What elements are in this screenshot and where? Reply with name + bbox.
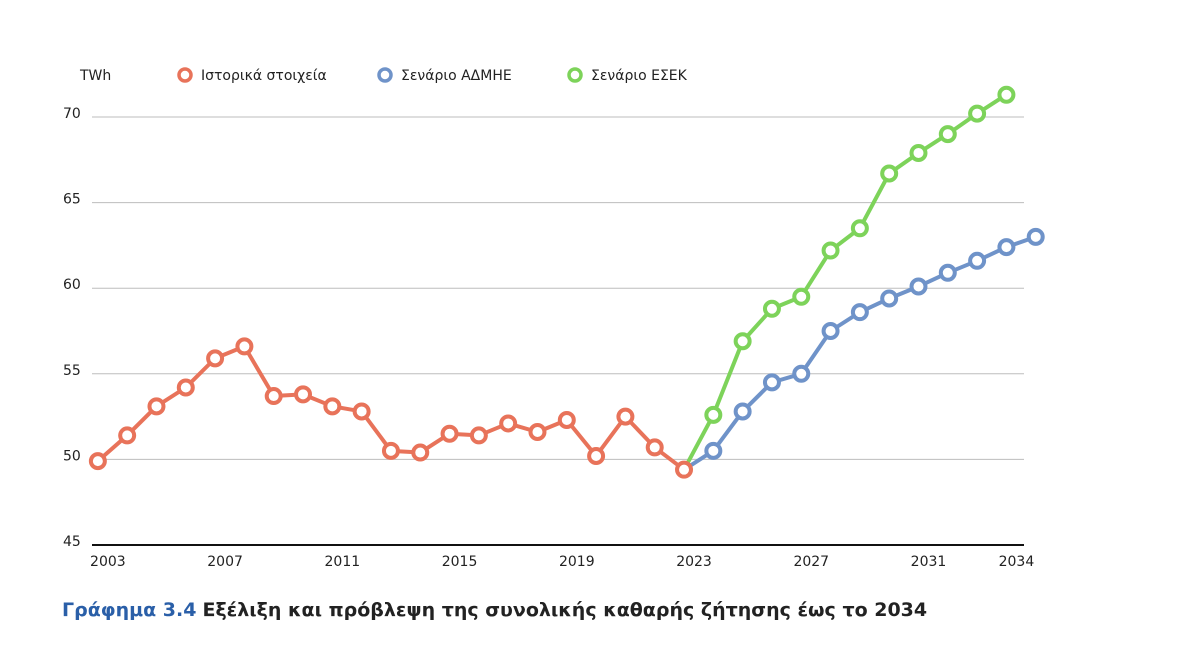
y-tick-label: 50 (63, 448, 81, 464)
data-point (440, 424, 459, 443)
x-tick-label: 2011 (325, 554, 361, 570)
data-point (850, 219, 869, 238)
x-tick-label: 2031 (911, 554, 947, 570)
data-point (469, 426, 488, 445)
x-tick-label: 2023 (676, 554, 712, 570)
legend-label: Ιστορικά στοιχεία (201, 68, 327, 84)
data-point (88, 452, 107, 471)
data-point (909, 277, 928, 296)
y-axis-label: TWh (79, 68, 111, 84)
data-point (762, 373, 781, 392)
data-point (235, 337, 254, 356)
data-point (821, 241, 840, 260)
data-point (997, 238, 1016, 257)
data-point (352, 402, 371, 421)
data-point (733, 332, 752, 351)
data-point (1026, 227, 1045, 246)
data-point (704, 441, 723, 460)
x-tick-label: 2003 (90, 554, 126, 570)
data-point (118, 426, 137, 445)
x-tick-label: 2015 (442, 554, 478, 570)
data-point (968, 104, 987, 123)
data-point (557, 411, 576, 430)
caption-label: Γράφημα 3.4 (62, 599, 196, 621)
data-point (997, 85, 1016, 104)
y-tick-label: 70 (63, 106, 81, 122)
data-point (147, 397, 166, 416)
data-point (909, 143, 928, 162)
data-point (675, 460, 694, 479)
data-point (792, 287, 811, 306)
legend-marker (567, 67, 583, 83)
data-point (264, 387, 283, 406)
data-point (323, 397, 342, 416)
data-point (938, 125, 957, 144)
data-point (733, 402, 752, 421)
x-tick-label: 2034 (999, 554, 1035, 570)
data-point (968, 251, 987, 270)
y-tick-label: 65 (63, 192, 81, 208)
series-line (682, 93, 1008, 471)
caption: Γράφημα 3.4 Εξέλιξη και πρόβλεψη της συνο… (62, 599, 927, 621)
legend-label: Σενάριο ΕΣΕΚ (591, 68, 688, 84)
data-point (616, 407, 635, 426)
data-point (411, 443, 430, 462)
legend-marker (377, 67, 393, 83)
data-point (704, 405, 723, 424)
data-point (938, 263, 957, 282)
x-tick-label: 2027 (793, 554, 829, 570)
data-point (880, 289, 899, 308)
data-point (206, 349, 225, 368)
data-point (645, 438, 664, 457)
legend-label: Σενάριο ΑΔΜΗΕ (401, 68, 512, 84)
data-point (850, 303, 869, 322)
caption-text: Εξέλιξη και πρόβλεψη της συνολικής καθαρ… (202, 599, 927, 621)
data-point (499, 414, 518, 433)
y-tick-label: 60 (63, 277, 81, 293)
y-tick-label: 55 (63, 363, 81, 379)
data-point (762, 299, 781, 318)
data-point (176, 378, 195, 397)
data-point (792, 364, 811, 383)
y-tick-label: 45 (63, 534, 81, 550)
data-point (294, 385, 313, 404)
x-tick-label: 2019 (559, 554, 595, 570)
data-point (587, 446, 606, 465)
data-point (821, 322, 840, 340)
legend-marker (177, 67, 193, 83)
data-point (880, 164, 899, 183)
data-point (528, 423, 547, 442)
data-point (381, 441, 400, 460)
x-tick-label: 2007 (207, 554, 243, 570)
